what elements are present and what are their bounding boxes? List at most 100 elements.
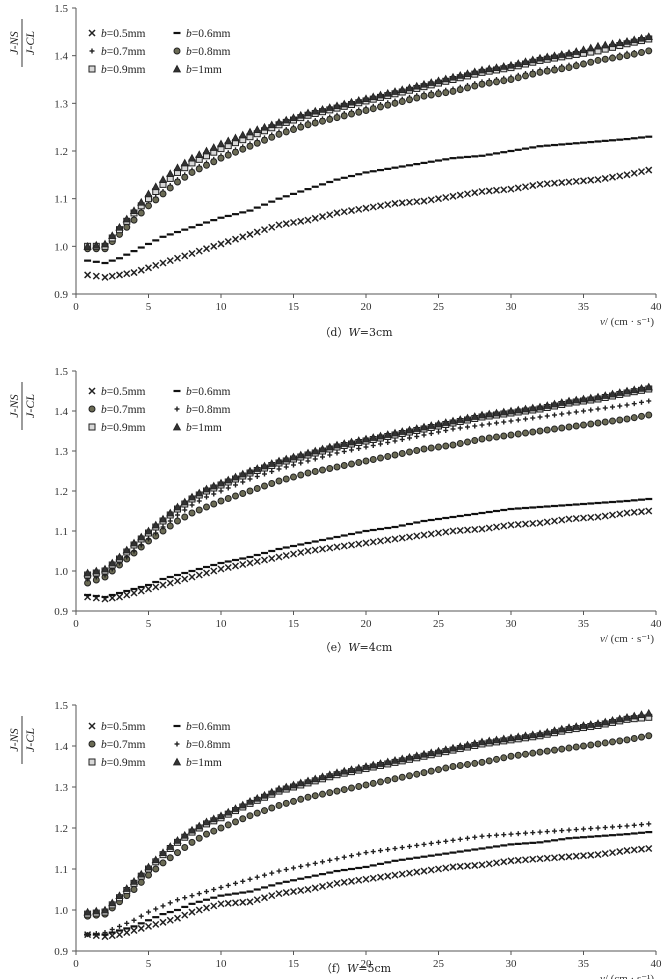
data-point xyxy=(434,76,443,85)
data-point xyxy=(500,432,508,440)
data-point xyxy=(463,69,472,77)
data-point xyxy=(239,490,247,497)
data-point xyxy=(499,734,508,743)
data-point xyxy=(267,120,276,129)
data-point xyxy=(492,408,501,417)
x-tick-label: 40 xyxy=(651,301,663,313)
data-point xyxy=(456,742,465,750)
data-point xyxy=(406,448,413,456)
series-triangle xyxy=(83,382,653,577)
data-point xyxy=(471,525,479,534)
series-dash xyxy=(84,135,653,265)
data-point xyxy=(282,799,290,807)
data-point xyxy=(158,848,168,856)
data-point xyxy=(282,128,290,136)
data-point xyxy=(622,386,632,395)
caption-prefix: （d） xyxy=(319,326,348,339)
data-point xyxy=(514,856,522,864)
data-point xyxy=(239,898,247,906)
caption-prefix: （f） xyxy=(321,962,347,975)
data-point xyxy=(209,814,218,823)
data-point xyxy=(500,522,508,530)
data-point xyxy=(347,97,356,106)
data-point xyxy=(253,896,261,904)
data-point xyxy=(326,789,334,797)
data-point xyxy=(275,890,283,898)
data-point xyxy=(173,254,182,262)
data-point xyxy=(232,148,239,156)
data-point xyxy=(456,70,465,79)
data-point xyxy=(471,861,479,869)
data-point xyxy=(493,78,500,86)
y-label-numerator: J-NS xyxy=(7,728,21,751)
data-point xyxy=(609,738,616,746)
data-point xyxy=(239,560,247,569)
legend-label-value: =1mm xyxy=(192,757,222,769)
data-point xyxy=(354,763,363,772)
legend-label: b=0.5mm xyxy=(101,721,146,733)
data-point xyxy=(130,589,138,597)
x-label-unit: / (cm · s⁻¹) xyxy=(605,316,654,328)
data-point xyxy=(231,562,240,570)
data-point xyxy=(318,772,327,781)
data-point xyxy=(376,431,385,440)
data-point xyxy=(485,757,493,765)
chart-panel-0: 0 5 10 15 20 25 30 35 40 0.9 1.0 1.1 1.2 1.3 1.4 1.5 J-N… xyxy=(7,3,662,339)
data-point xyxy=(543,426,551,434)
data-point xyxy=(485,736,494,745)
data-point xyxy=(92,906,101,915)
data-point xyxy=(318,545,327,553)
legend-label: b=0.9mm xyxy=(101,64,146,76)
data-point xyxy=(297,548,305,557)
data-point xyxy=(551,425,558,433)
legend-label: b=0.8mm xyxy=(186,739,231,751)
legend-marker xyxy=(88,65,96,73)
data-point xyxy=(158,175,168,184)
data-point xyxy=(297,795,305,803)
data-point xyxy=(137,587,145,595)
data-point xyxy=(419,749,429,758)
data-point xyxy=(296,110,305,119)
legend-label-variable: b xyxy=(101,46,107,58)
data-point xyxy=(224,821,232,829)
data-point xyxy=(587,741,595,749)
data-point xyxy=(195,906,203,914)
legend-label-value: =0.6mm xyxy=(192,386,231,398)
legend-item: b=0.8mm xyxy=(173,46,231,58)
series-dash xyxy=(84,497,653,599)
data-point xyxy=(180,497,189,506)
data-point xyxy=(260,790,269,799)
data-point xyxy=(448,72,458,81)
data-point xyxy=(232,492,239,500)
data-point xyxy=(326,544,334,552)
x-tick-label: 10 xyxy=(216,301,228,313)
series-circle xyxy=(84,47,653,253)
data-point xyxy=(551,66,558,74)
data-point xyxy=(217,565,225,573)
legend-marker xyxy=(172,422,182,431)
data-point xyxy=(529,519,537,528)
data-point xyxy=(376,202,385,210)
data-point xyxy=(173,835,182,844)
data-point xyxy=(572,722,581,730)
data-point xyxy=(268,804,276,812)
data-point xyxy=(587,513,595,522)
data-point xyxy=(558,745,566,753)
data-point xyxy=(347,877,356,885)
data-point xyxy=(152,865,160,873)
data-point xyxy=(543,854,551,862)
x-tick-label: 30 xyxy=(506,301,518,313)
data-point xyxy=(514,520,522,529)
x-tick-label: 35 xyxy=(578,301,590,313)
data-point xyxy=(180,830,189,839)
data-point xyxy=(398,98,406,106)
data-point xyxy=(435,443,442,451)
data-point xyxy=(260,894,269,902)
data-point xyxy=(420,531,428,539)
data-point xyxy=(203,161,210,169)
data-point xyxy=(514,59,523,67)
data-point xyxy=(202,484,211,493)
data-point xyxy=(151,182,160,191)
legend-item: b=0.5mm xyxy=(88,386,146,398)
